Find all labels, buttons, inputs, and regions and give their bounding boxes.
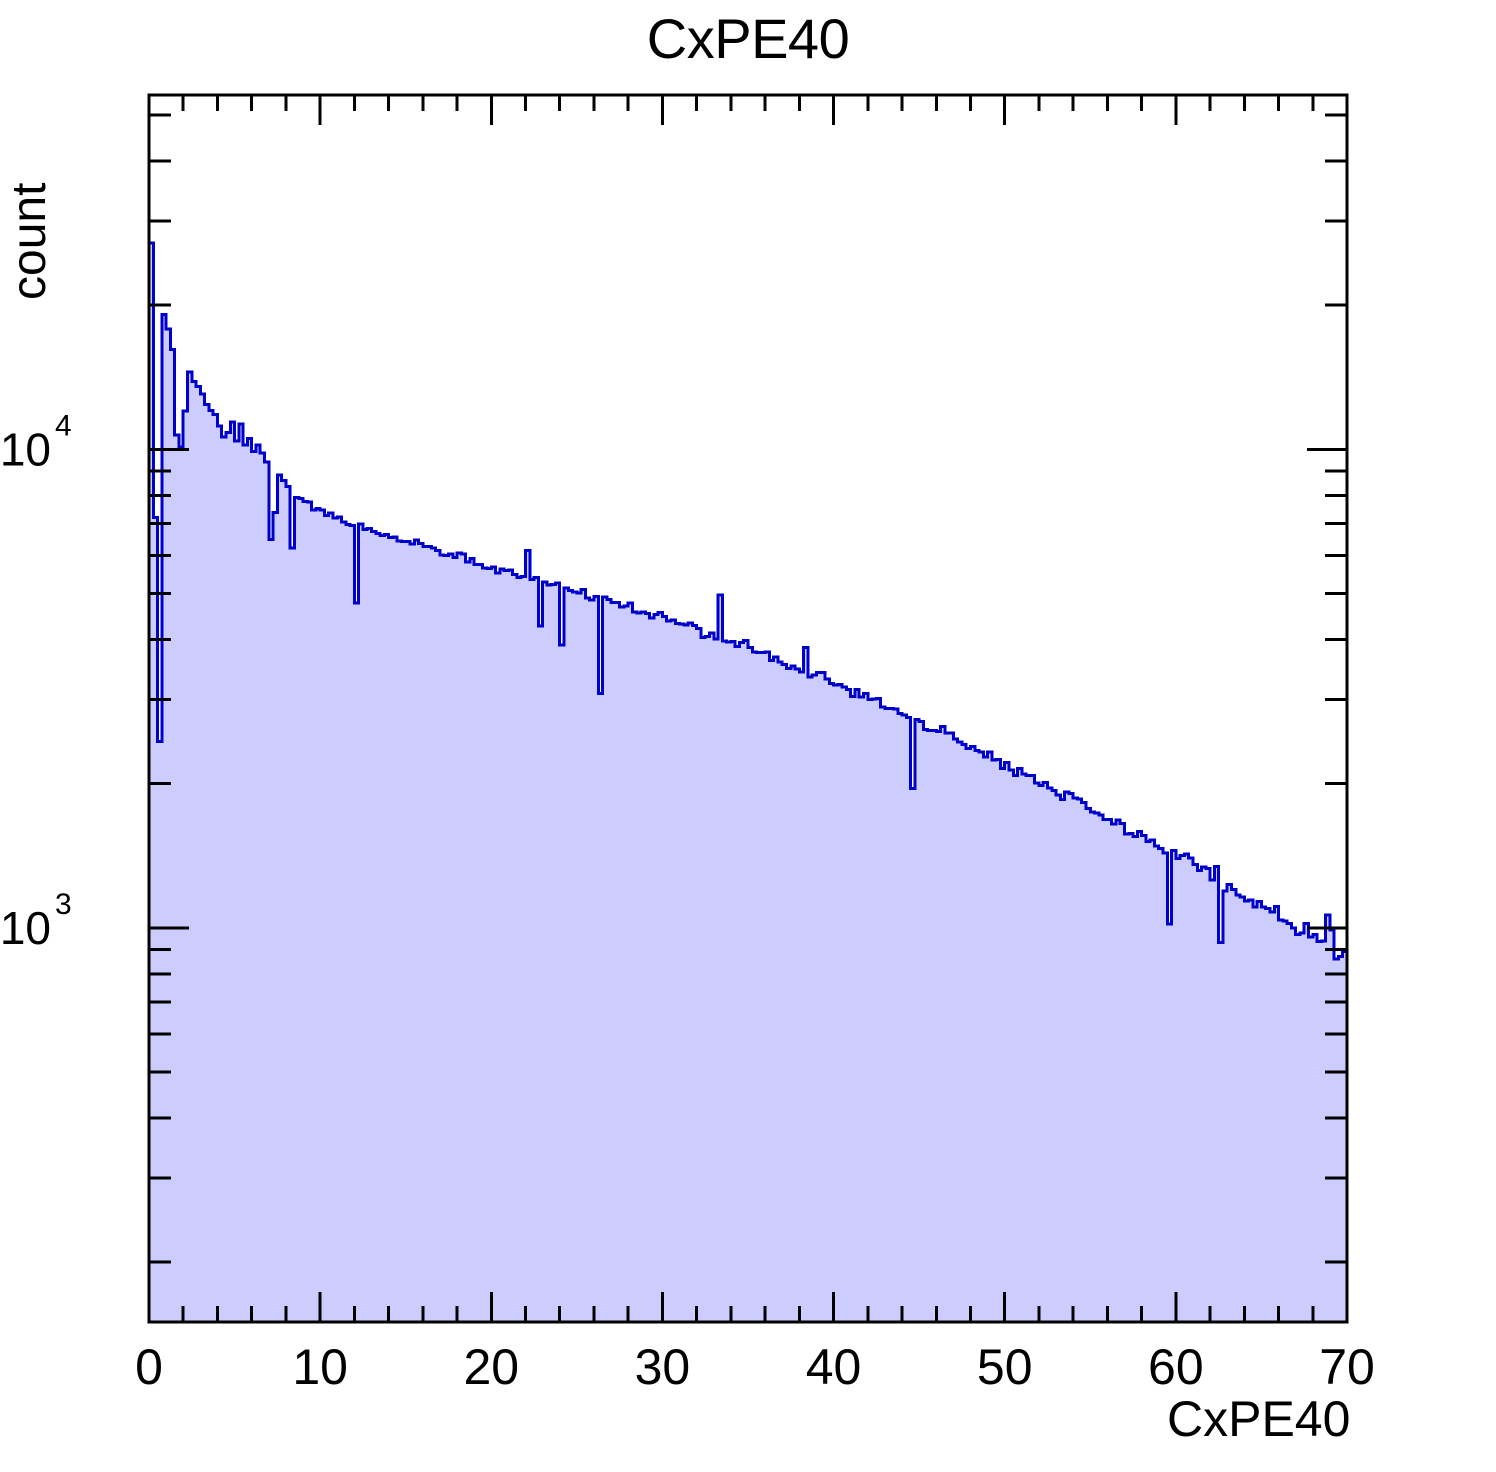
y-tick-mantissa: 10 xyxy=(0,423,51,475)
axis-ticks xyxy=(147,95,1349,1322)
frame-rect xyxy=(147,93,1349,1324)
histogram-outline xyxy=(147,241,1349,1322)
x-tick-label: 20 xyxy=(463,1339,519,1395)
x-tick-label: 60 xyxy=(1148,1339,1204,1395)
plot-frame xyxy=(147,93,1349,1324)
y-tick-label: 10 4 xyxy=(0,409,72,475)
histogram-fill xyxy=(149,242,1347,1323)
x-tick-label: 0 xyxy=(135,1339,163,1395)
y-tick-exponent: 4 xyxy=(55,409,72,442)
x-axis-title: CxPE40 xyxy=(1167,1391,1351,1447)
x-tick-label: 70 xyxy=(1319,1339,1375,1395)
page-title: CxPE40 xyxy=(646,7,850,70)
y-tick-mantissa: 10 xyxy=(0,902,51,954)
histogram-series xyxy=(147,241,1349,1323)
y-tick-label: 10 3 xyxy=(0,888,72,954)
x-tick-label: 50 xyxy=(977,1339,1033,1395)
x-tick-label: 10 xyxy=(292,1339,348,1395)
y-tick-exponent: 3 xyxy=(55,888,72,921)
x-tick-label: 40 xyxy=(806,1339,862,1395)
x-tick-label: 30 xyxy=(635,1339,691,1395)
